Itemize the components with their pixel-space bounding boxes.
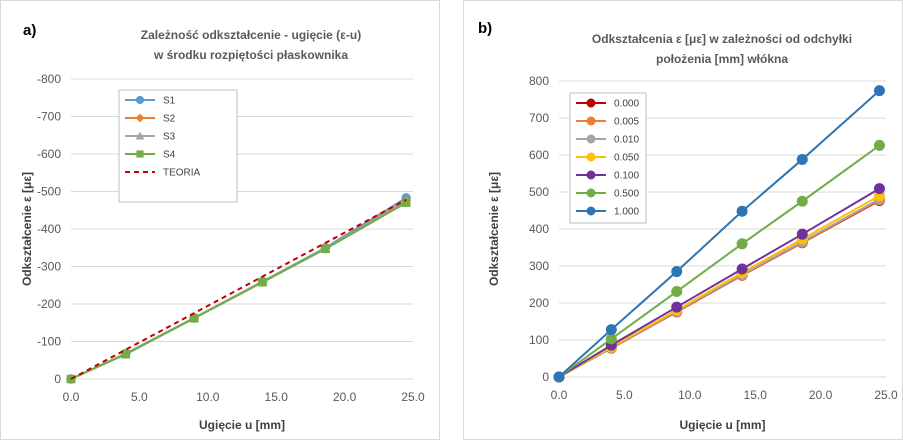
chart-panel-a: a) Zależność odkształcenie - ugięcie (ε-u… [0,0,440,440]
x-tick-label-a: 0.0 [63,390,80,404]
y-tick-label-a: 0 [54,372,61,386]
y-tick-label-b: 300 [529,259,549,273]
x-tick-label-b: 0.0 [551,388,568,402]
x-axis-title-a: Ugięcie u [mm] [199,418,285,432]
legend-label-a-TEORIA: TEORIA [163,168,201,179]
y-tick-label-b: 600 [529,148,549,162]
y-tick-label-a: -200 [37,297,61,311]
data-point-b-0.500 [736,238,748,250]
legend-marker-a-S2 [135,113,145,123]
legend-label-b-0.050: 0.050 [614,153,639,164]
y-tick-label-a: -700 [37,110,61,124]
y-tick-label-a: -800 [37,72,61,86]
x-tick-label-a: 20.0 [333,390,357,404]
y-tick-label-b: 800 [529,74,549,88]
y-tick-label-a: -500 [37,185,61,199]
legend-label-b-0.010: 0.010 [614,135,639,146]
chart-subtitle-a: w środku rozpiętości płaskownika [153,48,348,62]
y-tick-label-a: -100 [37,335,61,349]
chart-a-svg: a) Zależność odkształcenie - ugięcie (ε-u… [20,22,425,432]
x-tick-label-b: 20.0 [809,388,833,402]
data-point-b-0.500 [671,286,683,298]
legend-marker-b-0.000 [586,98,596,108]
legend-label-b-0.000: 0.000 [614,99,639,110]
y-axis-title-a: Odkształcenie ε [με] [20,172,34,286]
panel-label-a: a) [23,22,36,39]
y-tick-label-b: 100 [529,333,549,347]
legend-label-a-S2: S2 [163,114,176,125]
data-point-a-S4 [258,278,267,287]
data-point-b-0.100 [671,301,683,313]
data-point-b-1.000 [736,205,748,217]
data-point-b-0.500 [796,195,808,207]
legend-marker-a-S1 [135,95,145,105]
legend-marker-b-0.010 [586,134,596,144]
data-point-b-0.500 [605,333,617,345]
y-tick-label-a: -300 [37,260,61,274]
x-axis-title-b: Ugięcie u [mm] [679,418,765,432]
legend-marker-a-S3 [135,131,145,140]
x-tick-label-a: 25.0 [401,390,425,404]
y-axis-title-b: Odkształcenie ε [με] [487,172,501,286]
data-point-b-1.000 [553,371,565,383]
data-point-a-S4 [121,350,130,359]
x-tick-label-b: 5.0 [616,388,633,402]
data-point-b-0.100 [736,263,748,275]
series-line-b-0.500 [558,144,881,378]
legend-marker-a-S4 [136,150,144,158]
x-tick-label-b: 15.0 [744,388,768,402]
data-point-b-1.000 [873,85,885,97]
legend-label-a-S4: S4 [163,150,176,161]
x-tick-label-a: 5.0 [131,390,148,404]
chart-title-a: Zależność odkształcenie - ugięcie (ε-u) [141,28,361,42]
y-tick-label-b: 700 [529,111,549,125]
legend-box-a [118,89,238,203]
legend-marker-b-0.100 [586,170,596,180]
series-line-b-0.050 [558,194,880,378]
chart-panel-b: b) Odkształcenia ε [με] w zależności od o… [463,0,903,440]
series-line-a-TEORIA [70,198,407,380]
x-tick-label-b: 25.0 [874,388,898,402]
y-tick-label-b: 500 [529,185,549,199]
chart-title-b: Odkształcenia ε [με] w zależności od odc… [592,32,852,46]
legend-marker-b-0.005 [586,116,596,126]
legend-label-a-S3: S3 [163,132,176,143]
data-point-a-S4 [321,244,330,254]
data-point-a-S4 [401,198,411,207]
data-point-b-1.000 [796,153,808,165]
y-tick-label-a: -400 [37,222,61,236]
data-point-b-1.000 [605,324,617,336]
legend-marker-b-0.500 [586,188,596,198]
legend-marker-b-0.050 [586,152,596,162]
legend-label-b-0.100: 0.100 [614,171,639,182]
legend-label-b-1.000: 1.000 [614,207,639,218]
legend-label-b-0.005: 0.005 [614,117,639,128]
y-tick-label-b: 200 [529,296,549,310]
x-tick-label-a: 10.0 [196,390,220,404]
y-tick-label-b: 400 [529,222,549,236]
panel-label-b: b) [478,20,492,37]
legend-label-b-0.500: 0.500 [614,189,639,200]
series-line-a-S4 [70,201,407,380]
data-point-a-S4 [189,314,199,323]
x-tick-label-a: 15.0 [265,390,289,404]
data-point-b-0.100 [873,183,885,195]
data-point-b-0.500 [873,139,885,151]
series-line-b-0.100 [558,187,880,378]
chart-b-svg: b) Odkształcenia ε [με] w zależności od o… [478,20,898,432]
data-point-b-1.000 [671,266,683,278]
y-tick-label-b: 0 [542,370,549,384]
y-tick-label-a: -600 [37,147,61,161]
legend-marker-b-1.000 [586,206,596,216]
x-tick-label-b: 10.0 [678,388,702,402]
data-point-b-0.100 [796,228,808,240]
legend-label-a-S1: S1 [163,96,176,107]
series-line-b-1.000 [558,89,881,378]
chart-subtitle-b: położenia [mm] włókna [656,52,788,66]
